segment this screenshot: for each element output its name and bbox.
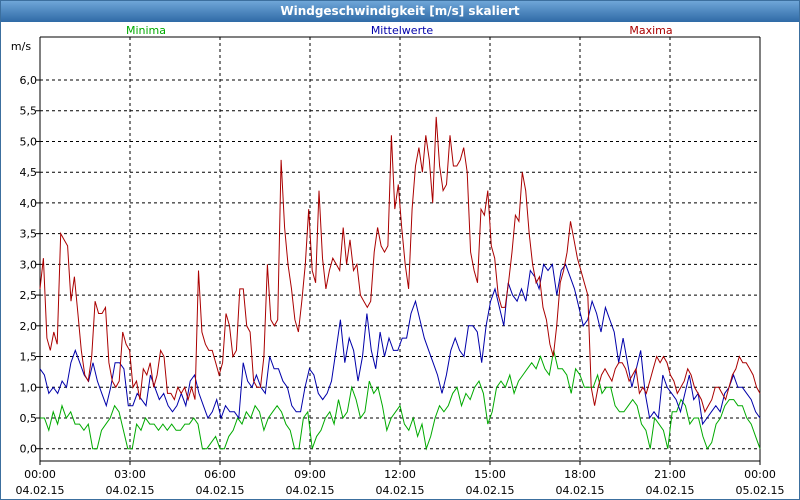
window-title: Windgeschwindigkeit [m/s] skaliert [1,1,799,22]
x-tick-date: 04.02.15 [106,484,155,497]
x-tick-date: 04.02.15 [556,484,605,497]
x-tick-time: 12:00 [384,468,416,481]
x-tick-date: 04.02.15 [466,484,515,497]
x-tick-date: 04.02.15 [286,484,335,497]
y-tick-label: 5,0 [20,135,38,148]
series-line-minima [40,350,761,451]
x-tick-time: 03:00 [114,468,146,481]
legend: Minima Mittelwerte Maxima [126,24,673,37]
legend-maxima: Maxima [629,24,672,37]
x-tick-time: 15:00 [474,468,506,481]
legend-mittelwerte: Mittelwerte [371,24,434,37]
y-tick-label: 4,5 [20,166,38,179]
x-tick-date: 04.02.15 [646,484,695,497]
y-tick-label: 0,0 [20,443,38,456]
y-tick-labels: 0,0 0,5 1,0 1,5 2,0 2,5 3,0 3,5 4,0 4,5 5,0 5,5 6,0 [20,74,40,456]
y-tick-label: 2,0 [20,320,38,333]
x-tick-time: 00:00 [744,468,776,481]
x-tick-date: 05.02.15 [736,484,785,497]
y-tick-label: 0,5 [20,412,38,425]
x-tick-time: 09:00 [294,468,326,481]
y-tick-label: 4,0 [20,197,38,210]
y-tick-label: 1,5 [20,351,38,364]
x-tick-time: 18:00 [564,468,596,481]
series-line-mittelwerte [39,263,761,426]
x-tick-time: 00:00 [24,468,56,481]
y-tick-label: 5,5 [20,105,38,118]
grid [40,37,760,461]
y-tick-label: 6,0 [20,74,38,87]
legend-minima: Minima [126,24,166,37]
x-tick-time: 06:00 [204,468,236,481]
y-tick-label: 1,0 [20,381,38,394]
y-tick-label: 3,5 [20,228,38,241]
y-axis-label: m/s [11,40,31,53]
y-tick-label: 2,5 [20,289,38,302]
x-tick-date: 04.02.15 [16,484,65,497]
x-tick-date: 04.02.15 [376,484,425,497]
x-tick-time: 21:00 [654,468,686,481]
x-tick-labels: 00:00 04.02.15 03:00 04.02.15 06:00 04.02.15 0… [16,461,785,497]
y-tick-label: 3,0 [20,258,38,271]
series-line-maxima [39,116,761,414]
series [39,116,761,451]
x-tick-date: 04.02.15 [196,484,245,497]
